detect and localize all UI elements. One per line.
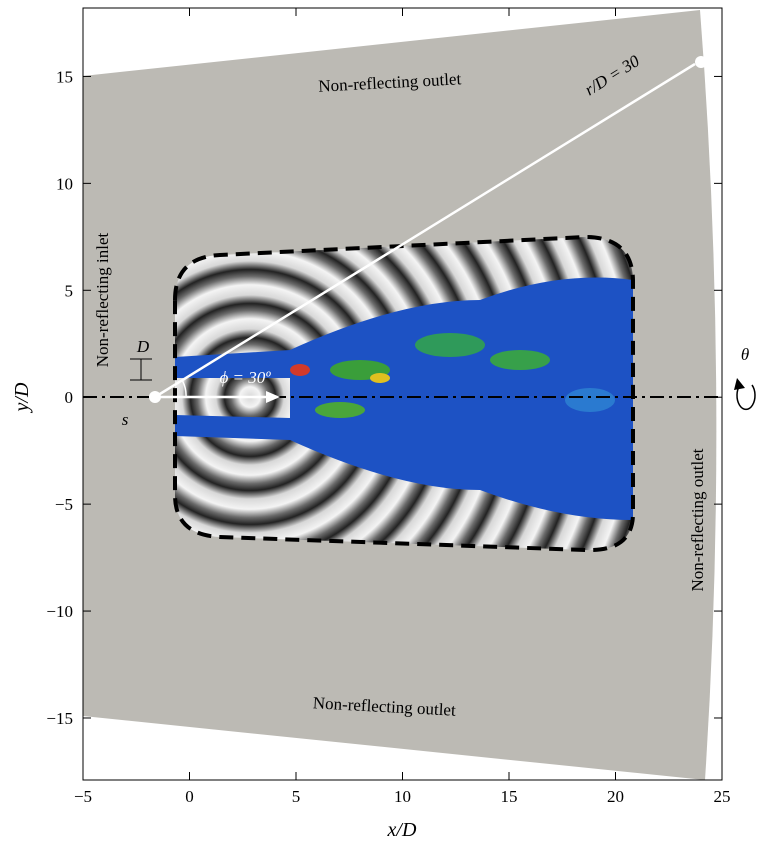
far-point [695, 56, 707, 68]
annotation: s [122, 410, 129, 429]
simulation [170, 230, 640, 560]
y-tick-label: −10 [46, 602, 73, 621]
y-tick-label: 10 [56, 174, 73, 193]
y-tick-label: 5 [65, 281, 74, 300]
annotation: D [136, 337, 150, 356]
x-axis-label: x/D [387, 819, 417, 841]
y-axis-label: y/D [11, 382, 33, 413]
y-tick-label: −15 [46, 709, 73, 728]
x-tick-label: −5 [74, 787, 92, 806]
x-tick-label: 0 [185, 787, 194, 806]
x-tick-label: 5 [292, 787, 301, 806]
x-tick-label: 15 [501, 787, 518, 806]
y-tick-label: 15 [56, 67, 73, 86]
x-tick-label: 25 [714, 787, 731, 806]
arrowhead [734, 378, 745, 390]
x-tick-label: 10 [394, 787, 411, 806]
annotation: Non-reflecting inlet [93, 232, 112, 367]
annotation: Non-reflecting outlet [688, 448, 707, 591]
y-tick-label: −5 [55, 495, 73, 514]
annotation: ϕ = 30º [219, 368, 271, 387]
y-tick-label: 0 [65, 388, 74, 407]
x-tick-label: 20 [607, 787, 624, 806]
figure: Non-reflecting outlet Non-reflecting out… [0, 0, 769, 849]
annotation: θ [741, 345, 749, 364]
